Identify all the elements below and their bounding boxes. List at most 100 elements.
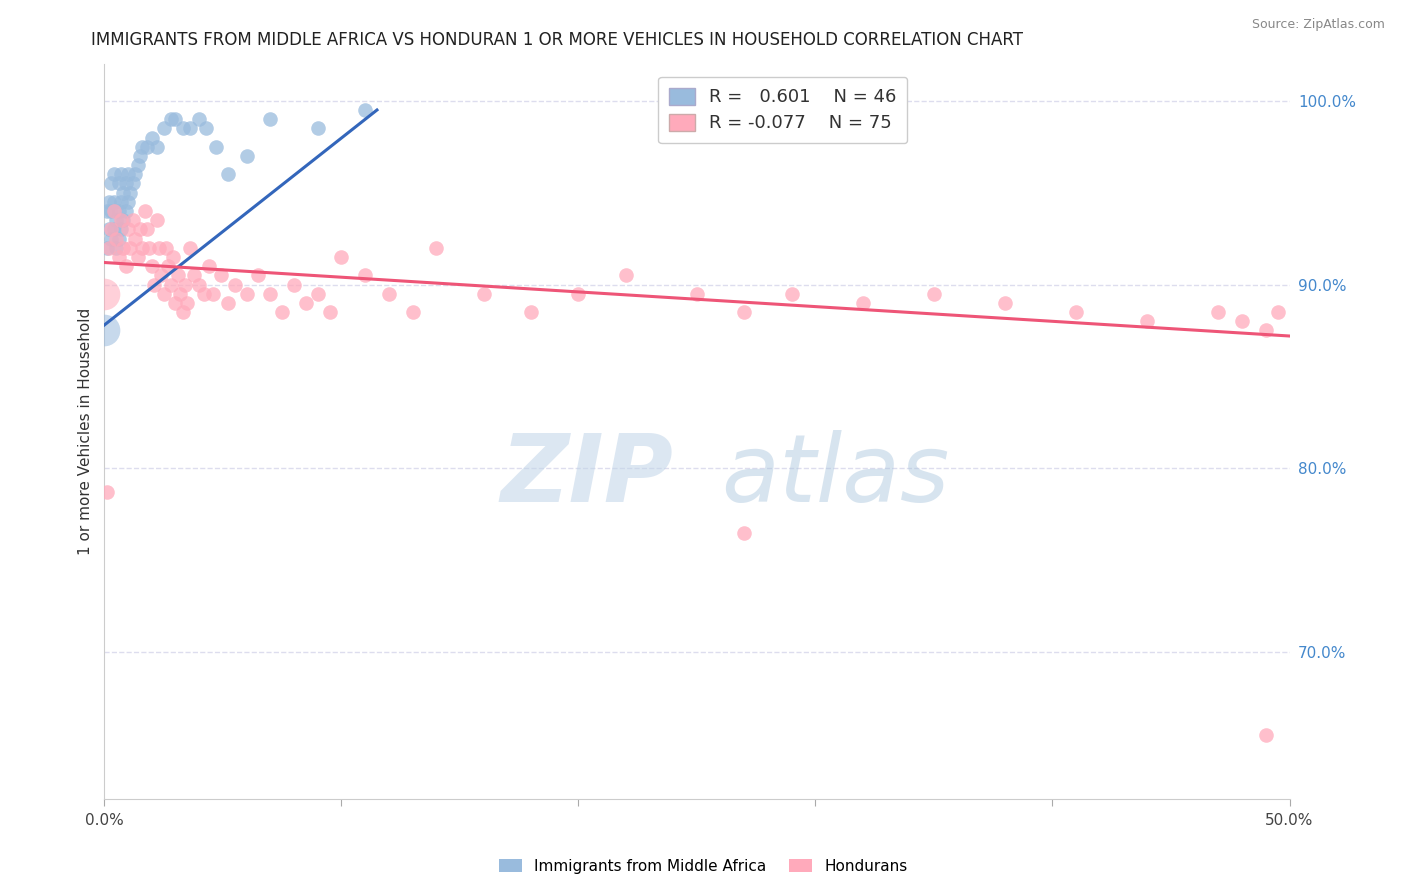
Point xyxy=(100,232,122,246)
Point xyxy=(520,305,543,319)
Point xyxy=(96,485,118,500)
Point xyxy=(318,305,340,319)
Point xyxy=(155,241,177,255)
Point xyxy=(235,149,257,163)
Point xyxy=(167,268,190,283)
Point xyxy=(224,277,246,292)
Point xyxy=(1208,305,1230,319)
Text: IMMIGRANTS FROM MIDDLE AFRICA VS HONDURAN 1 OR MORE VEHICLES IN HOUSEHOLD CORREL: IMMIGRANTS FROM MIDDLE AFRICA VS HONDURA… xyxy=(91,31,1024,49)
Point xyxy=(165,296,187,310)
Point xyxy=(330,250,353,264)
Point xyxy=(110,222,132,236)
Point xyxy=(105,241,128,255)
Point xyxy=(131,241,153,255)
Point xyxy=(152,121,174,136)
Point xyxy=(247,268,270,283)
Point xyxy=(145,213,167,227)
Point xyxy=(567,286,589,301)
Point xyxy=(188,277,211,292)
Point xyxy=(283,277,305,292)
Point xyxy=(96,241,118,255)
Point xyxy=(1136,314,1159,328)
Point xyxy=(110,167,132,181)
Point xyxy=(188,112,211,127)
Point xyxy=(197,259,219,273)
Point xyxy=(121,213,143,227)
Point xyxy=(209,268,232,283)
Point xyxy=(235,286,257,301)
Point xyxy=(129,222,152,236)
Point xyxy=(98,194,121,209)
Point xyxy=(107,232,129,246)
Point xyxy=(100,177,122,191)
Point xyxy=(114,177,136,191)
Point xyxy=(780,286,803,301)
Y-axis label: 1 or more Vehicles in Household: 1 or more Vehicles in Household xyxy=(79,308,93,555)
Point xyxy=(1267,305,1289,319)
Point xyxy=(127,250,149,264)
Point xyxy=(174,277,197,292)
Point xyxy=(120,186,142,200)
Point xyxy=(195,121,218,136)
Point xyxy=(217,296,239,310)
Point xyxy=(172,121,194,136)
Point xyxy=(112,186,135,200)
Point xyxy=(103,204,125,219)
Point xyxy=(96,204,118,219)
Point xyxy=(169,286,191,301)
Point xyxy=(1064,305,1087,319)
Point xyxy=(193,286,215,301)
Point xyxy=(922,286,945,301)
Point xyxy=(114,204,136,219)
Point xyxy=(136,140,159,154)
Point xyxy=(354,103,377,117)
Point xyxy=(110,213,132,227)
Point xyxy=(165,112,187,127)
Text: ZIP: ZIP xyxy=(501,430,673,522)
Point xyxy=(307,121,329,136)
Point xyxy=(183,268,205,283)
Point xyxy=(105,232,128,246)
Point xyxy=(271,305,294,319)
Point xyxy=(162,250,184,264)
Legend: Immigrants from Middle Africa, Hondurans: Immigrants from Middle Africa, Hondurans xyxy=(492,853,914,880)
Point xyxy=(295,296,318,310)
Point xyxy=(112,241,135,255)
Point xyxy=(307,286,329,301)
Point xyxy=(378,286,401,301)
Point xyxy=(117,194,139,209)
Point xyxy=(152,286,174,301)
Point xyxy=(217,167,239,181)
Point xyxy=(124,167,146,181)
Point xyxy=(136,222,159,236)
Point xyxy=(107,177,129,191)
Point xyxy=(472,286,495,301)
Point xyxy=(112,213,135,227)
Point xyxy=(425,241,447,255)
Point xyxy=(733,525,755,540)
Point xyxy=(141,259,163,273)
Point xyxy=(172,305,194,319)
Point xyxy=(131,140,153,154)
Point xyxy=(401,305,423,319)
Point xyxy=(259,286,281,301)
Point xyxy=(127,158,149,172)
Point xyxy=(98,241,121,255)
Point xyxy=(107,204,129,219)
Point xyxy=(107,250,129,264)
Point xyxy=(1230,314,1253,328)
Point xyxy=(159,277,181,292)
Point xyxy=(148,241,170,255)
Point xyxy=(159,112,181,127)
Point xyxy=(100,204,122,219)
Point xyxy=(176,296,198,310)
Point xyxy=(103,167,125,181)
Point xyxy=(110,194,132,209)
Point xyxy=(117,167,139,181)
Point xyxy=(124,232,146,246)
Point xyxy=(143,277,166,292)
Point xyxy=(120,241,142,255)
Point xyxy=(93,324,115,338)
Point xyxy=(852,296,875,310)
Point xyxy=(157,259,180,273)
